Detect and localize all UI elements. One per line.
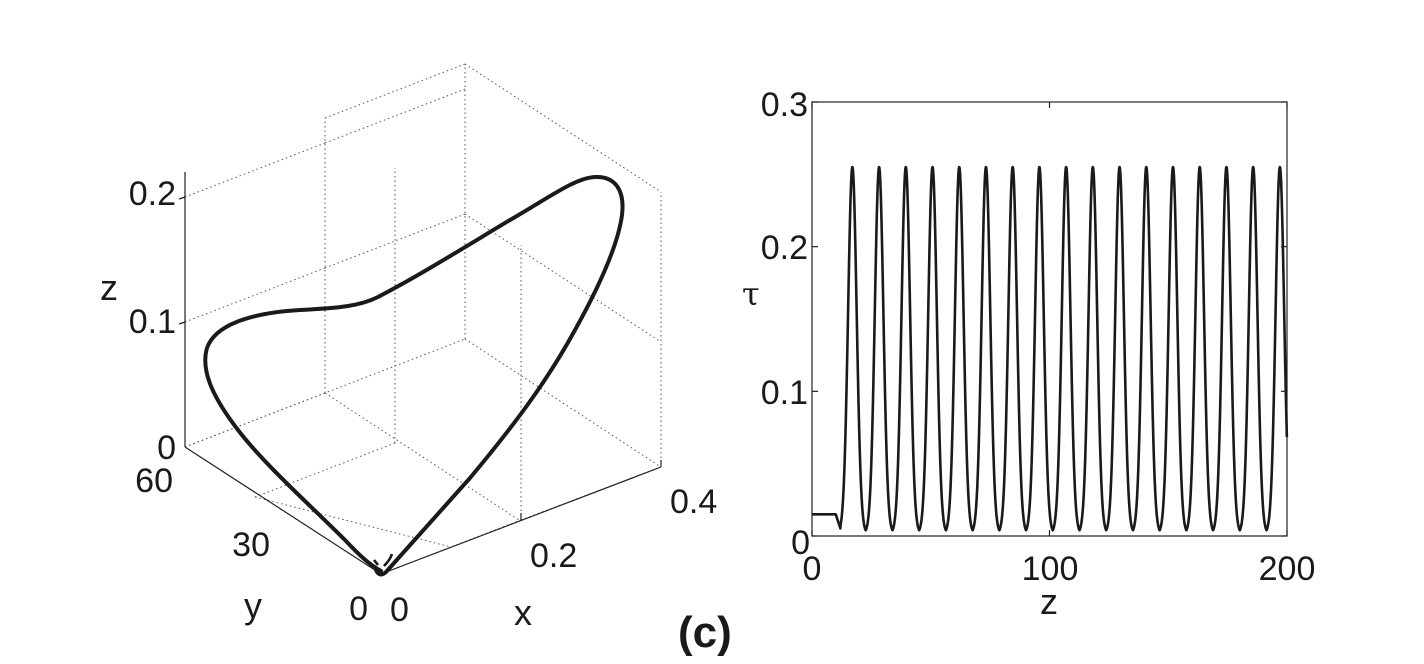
chart-3d-trajectory: 0 0.1 0.2 0 30 60 0 0.2 0.4 z y x [100, 63, 717, 633]
tau-axis-label: τ [742, 275, 760, 313]
chart-tau-vs-z: 0 0.1 0.2 0.3 0 100 200 τ z [742, 86, 1315, 622]
y-tick-label: 30 [232, 526, 270, 564]
x-tick-label: 0 [390, 591, 409, 629]
axes-3d [178, 172, 662, 575]
z-axis-label: z [100, 267, 118, 308]
tau-tick-label: 0.1 [761, 374, 808, 412]
tau-tick-label: 0.2 [761, 229, 808, 267]
y-axis-label: y [244, 585, 262, 626]
trajectory-start-hook [372, 553, 394, 567]
z-tick-label-right: 100 [1022, 550, 1079, 588]
x-tick-label: 0.2 [530, 537, 577, 575]
grid-3d [184, 63, 662, 575]
y-tick-label: 60 [135, 462, 173, 500]
x-axis-label: x [514, 592, 532, 633]
z-tick-label-right: 0 [803, 550, 822, 588]
z-tick-label-right: 200 [1259, 550, 1316, 588]
tau-tick-label: 0 [791, 524, 810, 562]
y-tick-label: 0 [349, 590, 368, 628]
z-tick-label: 0.2 [129, 175, 176, 213]
tau-series-line [810, 165, 1289, 532]
tau-tick-label: 0.3 [761, 86, 808, 124]
z-tick-label: 0.1 [129, 303, 176, 341]
z-tick-label: 0 [157, 429, 176, 467]
trajectory-curve [203, 174, 625, 577]
panel-label: (c) [678, 608, 732, 657]
x-tick-label: 0.4 [670, 483, 717, 521]
z-axis-label-right: z [1040, 581, 1058, 622]
